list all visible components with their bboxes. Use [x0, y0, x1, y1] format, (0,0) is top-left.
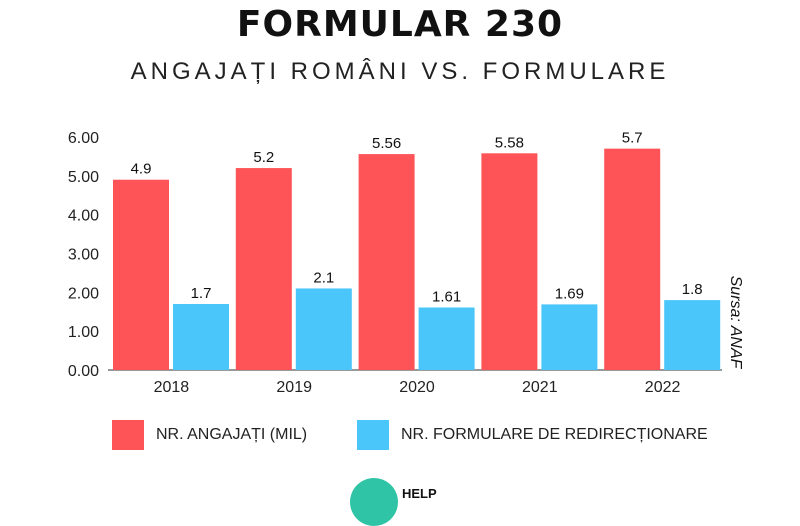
x-tick-label: 2018 [154, 379, 190, 396]
data-label: 5.2 [253, 149, 274, 166]
help-logo-icon [350, 478, 398, 526]
bar-forms [664, 300, 721, 370]
bar-chart: 0.00 1.00 2.00 3.00 4.00 5.00 6.00 4.9 1.7 2018 5.… [68, 130, 722, 396]
chart-subtitle: ANGAJAȚI ROMÂNI VS. FORMULARE [130, 58, 670, 85]
y-tick-label: 0.00 [68, 363, 99, 380]
x-tick-label: 2020 [399, 379, 435, 396]
source-note: Sursa: ANAF [727, 275, 744, 369]
bar-employees [358, 154, 415, 370]
bar-employees [235, 168, 292, 370]
data-label: 5.58 [495, 134, 524, 151]
legend-item-employees: NR. ANGAJAȚI (MIL) [112, 420, 307, 450]
data-label: 1.8 [682, 281, 703, 298]
data-label: 1.69 [555, 285, 584, 302]
chart-title: FORMULAR 230 [236, 4, 564, 45]
legend-label-forms: NR. FORMULARE DE REDIRECȚIONARE [401, 426, 708, 443]
y-tick-label: 4.00 [68, 208, 99, 225]
data-label: 5.7 [622, 130, 643, 147]
bar-forms [295, 288, 352, 370]
bar-forms [541, 304, 598, 370]
legend-label-employees: NR. ANGAJAȚI (MIL) [156, 426, 308, 443]
data-label: 1.61 [432, 288, 461, 305]
legend-swatch-forms [357, 420, 389, 450]
bar-employees [604, 148, 661, 370]
legend: NR. ANGAJAȚI (MIL) NR. FORMULARE DE REDI… [0, 420, 800, 450]
y-tick-label: 5.00 [68, 169, 99, 186]
bar-employees [481, 153, 538, 370]
y-tick-label: 6.00 [68, 130, 99, 147]
data-label: 2.1 [313, 269, 334, 286]
x-tick-label: 2022 [645, 379, 681, 396]
bar-forms [173, 303, 229, 370]
x-tick-label: 2021 [522, 379, 558, 396]
data-label: 1.7 [191, 285, 212, 302]
data-label: 4.9 [131, 161, 152, 178]
legend-item-forms: NR. FORMULARE DE REDIRECȚIONARE [357, 420, 708, 450]
bar-employees [113, 179, 169, 370]
legend-swatch-employees [112, 420, 144, 450]
y-tick-label: 2.00 [68, 285, 99, 302]
data-label: 5.56 [372, 135, 401, 152]
y-tick-label: 1.00 [68, 324, 99, 341]
y-tick-label: 3.00 [68, 247, 99, 264]
bar-forms [418, 307, 475, 370]
logo-text: HELP [402, 486, 437, 501]
x-tick-label: 2019 [276, 379, 312, 396]
